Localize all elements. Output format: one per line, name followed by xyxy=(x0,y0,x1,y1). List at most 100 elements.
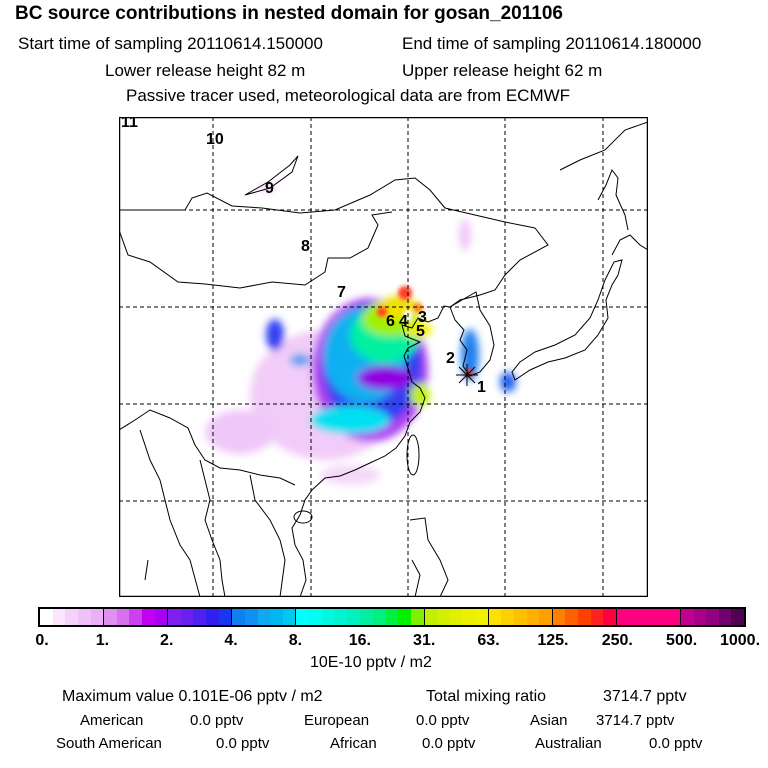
colorbar-cell xyxy=(539,609,552,625)
colorbar-cell xyxy=(667,609,680,625)
plot-title: BC source contributions in nested domain… xyxy=(15,3,563,24)
colorbar-tick-label: 2. xyxy=(160,632,174,649)
colorbar-unit: 10E-10 pptv / m2 xyxy=(310,654,432,671)
colorbar-tick-label: 1. xyxy=(95,632,110,649)
asian-label: Asian xyxy=(530,712,568,729)
colorbar-segment xyxy=(360,609,425,625)
colorbar-cell xyxy=(244,609,258,625)
colorbar-cell xyxy=(52,609,66,625)
colorbar-cell xyxy=(410,609,424,625)
colorbar-cell xyxy=(65,609,78,625)
colorbar-cell xyxy=(398,609,411,625)
receptor-marker xyxy=(456,364,478,386)
colorbar-cell xyxy=(282,609,296,625)
label-11: 11 xyxy=(121,117,138,131)
colorbar-cell xyxy=(129,609,142,625)
grid-lines xyxy=(119,117,648,597)
colorbar-cell xyxy=(437,609,450,625)
label-10: 10 xyxy=(206,131,224,148)
colorbar-cell xyxy=(578,609,591,625)
label-9: 9 xyxy=(265,180,274,197)
label-6: 6 xyxy=(386,313,395,330)
colorbar-cell xyxy=(385,609,399,625)
colorbar-segment xyxy=(680,609,745,625)
colorbar-tick-label: 1000. xyxy=(719,632,761,649)
colorbar-cell xyxy=(680,609,694,625)
colorbar-cell xyxy=(462,609,476,625)
colorbar-cell xyxy=(501,609,514,625)
colorbar-cell xyxy=(270,609,283,625)
colorbar-segment xyxy=(424,609,489,625)
colorbar-tick-label: 500. xyxy=(666,632,698,649)
colorbar-cell xyxy=(104,609,117,625)
south-american-value: 0.0 pptv xyxy=(216,735,270,752)
australian-label: Australian xyxy=(535,735,602,752)
label-3: 3 xyxy=(418,309,427,326)
colorbar-cell xyxy=(168,609,181,625)
colorbar-cell xyxy=(40,609,53,625)
colorbar-tick-label: 16. xyxy=(348,632,371,649)
colorbar xyxy=(38,607,746,627)
colorbar-cell xyxy=(193,609,207,625)
african-value: 0.0 pptv xyxy=(422,735,476,752)
colorbar-cell xyxy=(296,609,309,625)
upper-release-height: Upper release height 62 m xyxy=(402,61,603,80)
colorbar-cell xyxy=(526,609,540,625)
south-american-label: South American xyxy=(56,735,162,752)
colorbar-cell xyxy=(718,609,732,625)
colorbar-cell xyxy=(232,609,245,625)
colorbar-tick-label: 0. xyxy=(35,632,49,649)
lower-release-height: Lower release height 82 m xyxy=(105,61,306,80)
colorbar-cell xyxy=(654,609,668,625)
colorbar-cell xyxy=(616,609,630,625)
source-contribution-map: 1 2 3 4 5 6 7 8 9 10 11 xyxy=(119,117,648,597)
colorbar-cell xyxy=(603,609,616,625)
colorbar-segment xyxy=(168,609,233,625)
colorbar-cell xyxy=(552,609,566,625)
colorbar-cell xyxy=(77,609,91,625)
tracer-note: Passive tracer used, meteorological data… xyxy=(126,86,571,105)
total-mixing-value: 3714.7 pptv xyxy=(603,688,687,705)
label-8: 8 xyxy=(301,238,310,255)
colorbar-cell xyxy=(642,609,655,625)
end-time: End time of sampling 20110614.180000 xyxy=(402,34,702,53)
african-label: African xyxy=(330,735,377,752)
colorbar-cell xyxy=(475,609,488,625)
label-1: 1 xyxy=(477,379,486,396)
colorbar-segment xyxy=(104,609,169,625)
colorbar-cell xyxy=(590,609,604,625)
label-2: 2 xyxy=(446,350,455,367)
colorbar-cell xyxy=(257,609,271,625)
colorbar-cell xyxy=(731,609,745,625)
colorbar-cell xyxy=(449,609,463,625)
colorbar-tick-label: 63. xyxy=(477,632,500,649)
colorbar-segment xyxy=(40,609,105,625)
asian-value: 3714.7 pptv xyxy=(596,712,675,729)
colorbar-cell xyxy=(334,609,347,625)
colorbar-cell xyxy=(706,609,719,625)
colorbar-tick-label: 8. xyxy=(288,632,303,649)
colorbar-segment xyxy=(488,609,553,625)
coastlines xyxy=(119,121,648,597)
colorbar-cell xyxy=(346,609,360,625)
trajectory-labels: 1 2 3 4 5 6 7 8 9 10 11 xyxy=(121,117,486,396)
colorbar-cell xyxy=(154,609,168,625)
colorbar-cell xyxy=(90,609,104,625)
colorbar-cell xyxy=(693,609,707,625)
colorbar-segment xyxy=(296,609,361,625)
european-value: 0.0 pptv xyxy=(416,712,470,729)
colorbar-cell xyxy=(565,609,578,625)
colorbar-cell xyxy=(424,609,438,625)
maximum-value: Maximum value 0.101E-06 pptv / m2 xyxy=(62,688,323,705)
american-label: American xyxy=(80,712,144,729)
colorbar-cell xyxy=(513,609,527,625)
colorbar-cell xyxy=(141,609,155,625)
colorbar-tick-label: 4. xyxy=(224,632,238,649)
european-label: European xyxy=(304,712,370,729)
colorbar-cell xyxy=(218,609,232,625)
colorbar-tick-label: 125. xyxy=(537,632,569,649)
australian-value: 0.0 pptv xyxy=(649,735,703,752)
colorbar-cell xyxy=(373,609,386,625)
label-4: 4 xyxy=(399,313,408,330)
